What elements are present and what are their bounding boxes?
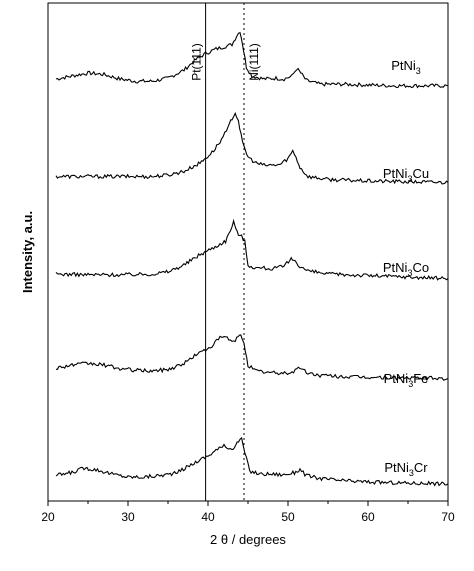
- series-line: [55, 436, 449, 487]
- x-tick-label: 30: [121, 510, 135, 524]
- reference-lines: Pt(111) Ni(111): [190, 3, 261, 501]
- x-tick-label: 50: [281, 510, 295, 524]
- x-tick-label: 20: [41, 510, 55, 524]
- series-label: PtNi3Cu: [383, 166, 429, 184]
- x-tick-label: 70: [441, 510, 455, 524]
- x-tick-label: 40: [201, 510, 215, 524]
- series-label: PtNi3: [391, 58, 421, 76]
- series-line: [55, 111, 449, 185]
- reference-line-label: Ni(111): [247, 43, 261, 81]
- series-label: PtNi3Cr: [384, 460, 428, 478]
- series-label: PtNi3Fe: [384, 371, 429, 389]
- x-axis-title: 2 θ / degrees: [210, 532, 286, 547]
- series-line: [55, 218, 449, 281]
- y-axis-title: Intensity, a.u.: [20, 211, 35, 293]
- series-line: [55, 31, 449, 89]
- series-labels: PtNi3 PtNi3Cu PtNi3Co PtNi3Fe PtNi3Cr: [383, 58, 429, 478]
- reference-line-label: Pt(111): [190, 43, 204, 81]
- series-group: [55, 31, 449, 487]
- series-label: PtNi3Co: [383, 260, 429, 278]
- x-tick-label: 60: [361, 510, 375, 524]
- x-axis-ticks: 20 30 40 50 60 70: [41, 501, 455, 524]
- series-line: [56, 334, 449, 382]
